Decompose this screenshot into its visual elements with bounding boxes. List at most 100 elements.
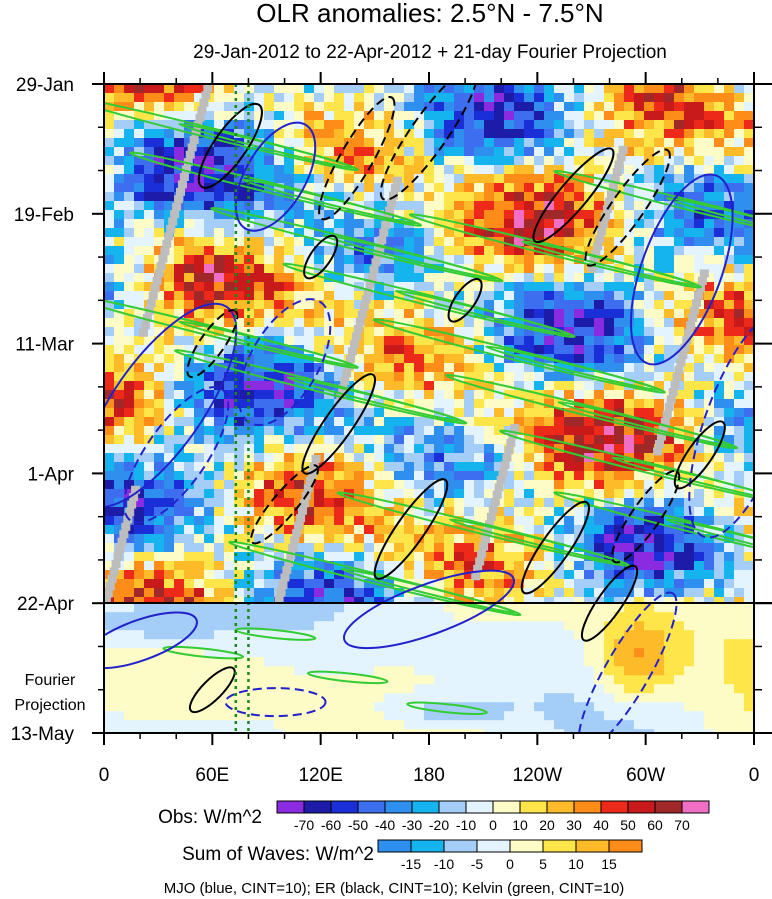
missing-data-cell <box>653 447 663 456</box>
obs-cell <box>704 597 715 603</box>
obs-cell <box>364 174 375 184</box>
obs-cell <box>234 264 245 274</box>
obs-cell <box>704 138 715 148</box>
obs-cell <box>204 354 215 364</box>
missing-data-cell <box>349 339 359 348</box>
obs-cell <box>274 318 285 328</box>
obs-cell <box>164 300 175 310</box>
obs-cell <box>184 93 195 103</box>
obs-cell <box>164 579 175 589</box>
obs-cell <box>444 165 455 175</box>
obs-cell <box>704 93 715 103</box>
obs-cell <box>664 156 675 166</box>
projection-cell <box>224 693 235 703</box>
obs-cell <box>464 489 475 499</box>
obs-cell <box>614 255 625 265</box>
obs-cell <box>584 309 595 319</box>
obs-cell <box>204 210 215 220</box>
obs-cell <box>394 489 405 499</box>
obs-cell <box>304 390 315 400</box>
obs-cell <box>314 408 325 418</box>
obs-cell <box>544 255 555 265</box>
obs-cell <box>444 381 455 391</box>
projection-cell <box>614 648 625 658</box>
obs-cell <box>694 579 705 589</box>
obs-cell <box>344 399 355 409</box>
obs-cell <box>494 327 505 337</box>
obs-cell <box>254 561 265 571</box>
obs-cell <box>514 120 525 130</box>
projection-cell <box>394 657 405 667</box>
obs-cell <box>254 345 265 355</box>
obs-cell <box>124 480 135 490</box>
obs-cell <box>464 246 475 256</box>
projection-cell <box>634 630 645 640</box>
obs-cell <box>174 480 185 490</box>
projection-cell <box>144 693 155 703</box>
obs-cell <box>184 228 195 238</box>
obs-cell <box>674 246 685 256</box>
obs-cell <box>654 534 665 544</box>
obs-cell <box>474 156 485 166</box>
obs-cell <box>704 408 715 418</box>
obs-cell <box>184 210 195 220</box>
obs-cell <box>144 264 155 274</box>
projection-cell <box>204 711 215 721</box>
obs-cell <box>304 282 315 292</box>
obs-cell <box>284 381 295 391</box>
obs-cell <box>584 120 595 130</box>
obs-cell <box>564 372 575 382</box>
obs-cell <box>124 471 135 481</box>
projection-cell <box>344 639 355 649</box>
obs-cell <box>554 228 565 238</box>
obs-cell <box>414 480 425 490</box>
projection-cell <box>444 666 455 676</box>
obs-cell <box>344 210 355 220</box>
obs-cell <box>354 93 365 103</box>
missing-data-cell <box>387 198 397 207</box>
obs-cell <box>544 264 555 274</box>
projection-cell <box>494 648 505 658</box>
projection-cell <box>374 657 385 667</box>
obs-cell <box>524 183 535 193</box>
obs-cell <box>174 444 185 454</box>
obs-cell <box>344 93 355 103</box>
obs-cell <box>354 417 365 427</box>
obs-cell <box>314 471 325 481</box>
obs-cell <box>584 318 595 328</box>
obs-cell <box>224 390 235 400</box>
obs-cell <box>194 327 205 337</box>
missing-data-cell <box>115 545 125 554</box>
obs-cell <box>104 354 115 364</box>
missing-data-cell <box>142 313 152 322</box>
obs-cell <box>644 120 655 130</box>
obs-cell <box>704 507 715 517</box>
obs-cell <box>604 237 615 247</box>
obs-cell <box>744 525 754 535</box>
obs-cell <box>164 318 175 328</box>
obs-cell <box>454 390 465 400</box>
obs-cell <box>464 336 475 346</box>
obs-cell <box>414 498 425 508</box>
projection-cell <box>114 648 125 658</box>
obs-cell <box>404 507 415 517</box>
obs-cell <box>234 471 245 481</box>
projection-cell <box>644 684 655 694</box>
projection-cell <box>214 621 225 631</box>
obs-cell <box>384 255 395 265</box>
projection-cell <box>454 666 465 676</box>
obs-cell <box>154 201 165 211</box>
obs-cell <box>144 561 155 571</box>
obs-cell <box>244 345 255 355</box>
obs-cell <box>124 147 135 157</box>
obs-cell <box>694 264 705 274</box>
obs-cell <box>544 345 555 355</box>
obs-cell <box>134 507 145 517</box>
obs-cell <box>624 93 635 103</box>
obs-cell <box>614 138 625 148</box>
projection-cell <box>514 711 525 721</box>
missing-data-cell <box>203 84 213 92</box>
mjo-contour <box>629 173 734 366</box>
obs-cell <box>444 552 455 562</box>
missing-data-cell <box>680 343 690 352</box>
